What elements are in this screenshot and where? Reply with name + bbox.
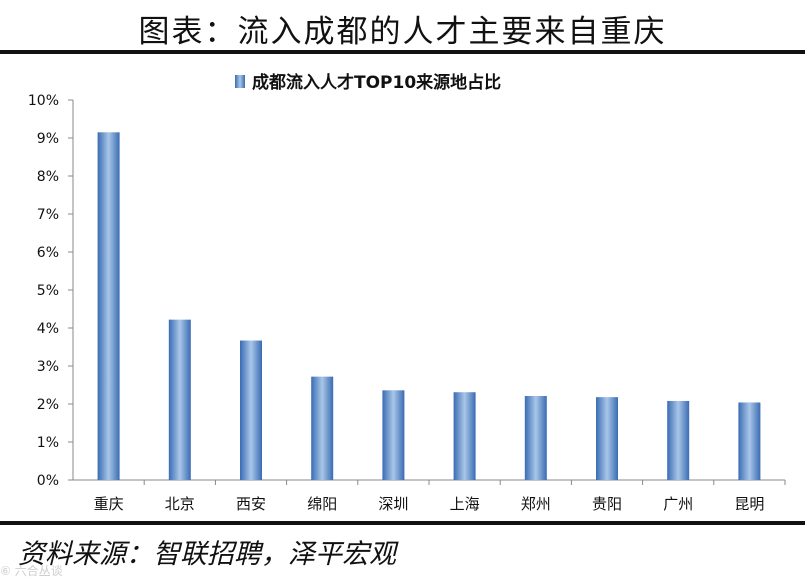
bar	[596, 397, 618, 480]
bar	[168, 319, 191, 480]
y-tick-label: 7%	[37, 207, 59, 223]
y-tick-label: 6%	[37, 245, 59, 261]
y-tick-label: 10%	[28, 93, 59, 109]
bar	[240, 340, 262, 480]
y-tick-label: 1%	[37, 435, 59, 451]
x-tick-label: 昆明	[734, 495, 764, 513]
y-tick-label: 9%	[37, 131, 59, 147]
y-tick-label: 2%	[37, 397, 59, 413]
legend-label: 成都流入人才TOP10来源地占比	[252, 72, 501, 93]
y-tick-label: 8%	[37, 169, 59, 185]
x-tick-label: 上海	[450, 495, 480, 513]
watermark: ⑥ 六合丛谈	[0, 564, 63, 578]
bar	[667, 400, 690, 480]
bar	[524, 396, 547, 480]
y-tick-label: 3%	[37, 359, 59, 375]
x-tick-label: 绵阳	[307, 495, 337, 513]
x-tick-label: 深圳	[378, 495, 408, 513]
bar	[382, 390, 405, 480]
bar-chart: 成都流入人才TOP10来源地占比 0% 1% 2% 3% 4% 5% 6% 7% 8% 9% 10%…	[28, 72, 786, 513]
bar	[738, 402, 761, 480]
y-tick-label: 0%	[37, 473, 59, 489]
x-tick-label: 郑州	[521, 495, 551, 513]
x-tick-label: 重庆	[94, 495, 124, 513]
y-tick-label: 4%	[37, 321, 59, 337]
top-divider	[0, 50, 805, 54]
legend: 成都流入人才TOP10来源地占比	[235, 72, 501, 93]
bottom-divider	[0, 521, 805, 525]
bar	[311, 376, 334, 480]
x-tick-label: 北京	[165, 495, 195, 513]
bar	[453, 392, 476, 480]
x-tick-label: 广州	[663, 495, 693, 513]
bar	[97, 132, 120, 481]
y-tick-label: 5%	[37, 283, 59, 299]
x-tick-label: 贵阳	[592, 495, 622, 513]
x-tick-label: 西安	[236, 495, 266, 513]
source-note: 资料来源：智联招聘，泽平宏观	[18, 539, 396, 570]
legend-swatch	[235, 75, 245, 88]
page-title: 图表：流入成都的人才主要来自重庆	[138, 14, 667, 50]
